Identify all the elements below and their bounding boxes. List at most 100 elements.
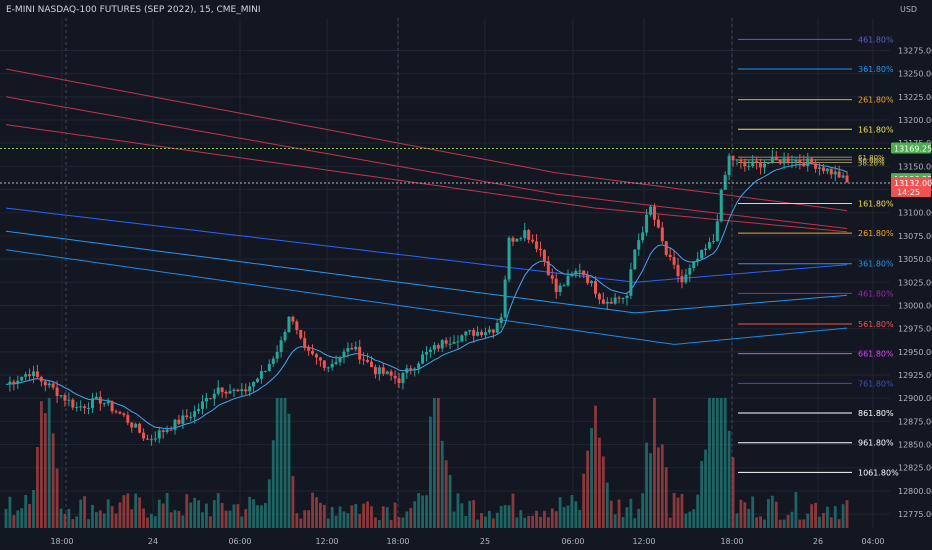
volume-bar xyxy=(287,413,291,528)
y-tick-label: 13275.00 xyxy=(898,46,932,55)
candle-body xyxy=(566,275,570,286)
candle-body xyxy=(138,423,142,433)
candle-body xyxy=(106,401,110,404)
blue-band-top xyxy=(5,207,848,283)
candle-body xyxy=(837,171,841,178)
volume-bar xyxy=(271,440,275,528)
volume-bar xyxy=(279,398,283,528)
volume-bar xyxy=(138,497,142,528)
volume-bar xyxy=(731,457,735,528)
candle-body xyxy=(389,371,393,376)
y-tick-label: 12925.00 xyxy=(898,371,932,380)
fib-label: 161.80% xyxy=(858,125,894,134)
volume-bar xyxy=(173,510,177,528)
volume-bar xyxy=(444,460,448,528)
fib-label: 38.20% xyxy=(858,160,885,168)
price-axis[interactable]: 12775.00 12800.00 12825.00 12850.00 12875.00… xyxy=(898,46,932,519)
candle-body xyxy=(546,261,550,276)
volume-bar xyxy=(153,516,157,528)
candle-body xyxy=(448,343,452,345)
fib-label: 561.80% xyxy=(858,320,894,329)
fib-label: 361.80% xyxy=(858,260,894,269)
volume-bar xyxy=(24,494,28,528)
volume-bar xyxy=(464,515,468,528)
volume-bar xyxy=(330,507,334,528)
y-tick-label: 12850.00 xyxy=(898,441,932,450)
volume-bar xyxy=(51,433,55,528)
volume-bars xyxy=(4,398,849,528)
blue-band-mid xyxy=(5,230,848,314)
volume-bar xyxy=(601,456,605,528)
volume-bar xyxy=(712,398,715,528)
volume-bar xyxy=(452,511,456,528)
volume-bar xyxy=(822,512,825,528)
candle-body xyxy=(425,351,429,355)
volume-bar xyxy=(338,506,342,528)
volume-bar xyxy=(723,398,727,528)
badge-high-bg xyxy=(891,142,931,154)
volume-bar xyxy=(236,504,240,528)
candle-body xyxy=(527,230,531,240)
volume-bar xyxy=(358,513,362,528)
candle-body xyxy=(755,161,759,163)
candle-body xyxy=(287,316,291,333)
candle-body xyxy=(28,374,32,377)
candle-body xyxy=(59,395,63,397)
volume-bar xyxy=(79,499,83,528)
volume-bar xyxy=(224,510,228,528)
volume-bar xyxy=(20,508,24,528)
y-tick-label: 13000.00 xyxy=(898,301,932,310)
fib-label: 261.80% xyxy=(858,229,894,238)
candle-body xyxy=(350,348,354,350)
x-tick-label: 18:00 xyxy=(386,537,409,546)
candle-body xyxy=(684,274,688,283)
candle-body xyxy=(326,367,330,369)
candle-body xyxy=(114,411,118,413)
candle-body xyxy=(275,351,279,359)
candle-body xyxy=(766,162,770,164)
time-axis[interactable]: 18:00 24 06:00 12:00 18:00 25 06:00 12:00 18:00 2… xyxy=(50,537,884,546)
volume-bar xyxy=(142,508,145,528)
candle-body xyxy=(236,389,240,392)
candle-body xyxy=(118,411,122,414)
volume-bar xyxy=(578,509,582,528)
candle-body xyxy=(161,430,165,433)
candle-body xyxy=(747,166,751,168)
volume-bar xyxy=(535,510,538,528)
candle-body xyxy=(181,415,185,424)
volume-bar xyxy=(315,497,318,528)
y-tick-label: 13200.00 xyxy=(898,116,932,125)
volume-bar xyxy=(637,508,641,528)
candle-body xyxy=(71,399,75,408)
candle-body xyxy=(267,363,271,371)
candle-body xyxy=(739,159,743,162)
volume-bar xyxy=(550,508,554,528)
volume-bar xyxy=(676,497,680,528)
candle-body xyxy=(299,329,303,339)
price-lines xyxy=(0,148,890,184)
volume-bar xyxy=(291,476,295,528)
candle-body xyxy=(727,155,731,176)
volume-bar xyxy=(641,493,645,528)
candle-body xyxy=(165,429,169,433)
candle-body xyxy=(193,411,197,417)
candle-body xyxy=(845,175,849,183)
candle-body xyxy=(762,163,766,168)
symbol-title[interactable]: E-MINI NASDAQ-100 FUTURES (SEP 2022), 15… xyxy=(6,5,261,15)
candle-body xyxy=(428,349,432,352)
candle-body xyxy=(786,158,790,163)
candle-body xyxy=(295,321,299,330)
candle-body xyxy=(814,163,818,169)
volume-bar xyxy=(299,518,303,528)
candle-body xyxy=(751,161,755,167)
volume-bar xyxy=(110,506,114,528)
volume-bar xyxy=(515,517,519,528)
volume-bar xyxy=(621,517,625,528)
y-tick-label: 13225.00 xyxy=(898,93,932,102)
volume-bar xyxy=(708,398,711,528)
session-lines xyxy=(65,18,733,528)
candle-body xyxy=(291,316,295,322)
candle-body xyxy=(829,168,833,175)
volume-bar xyxy=(161,503,165,528)
